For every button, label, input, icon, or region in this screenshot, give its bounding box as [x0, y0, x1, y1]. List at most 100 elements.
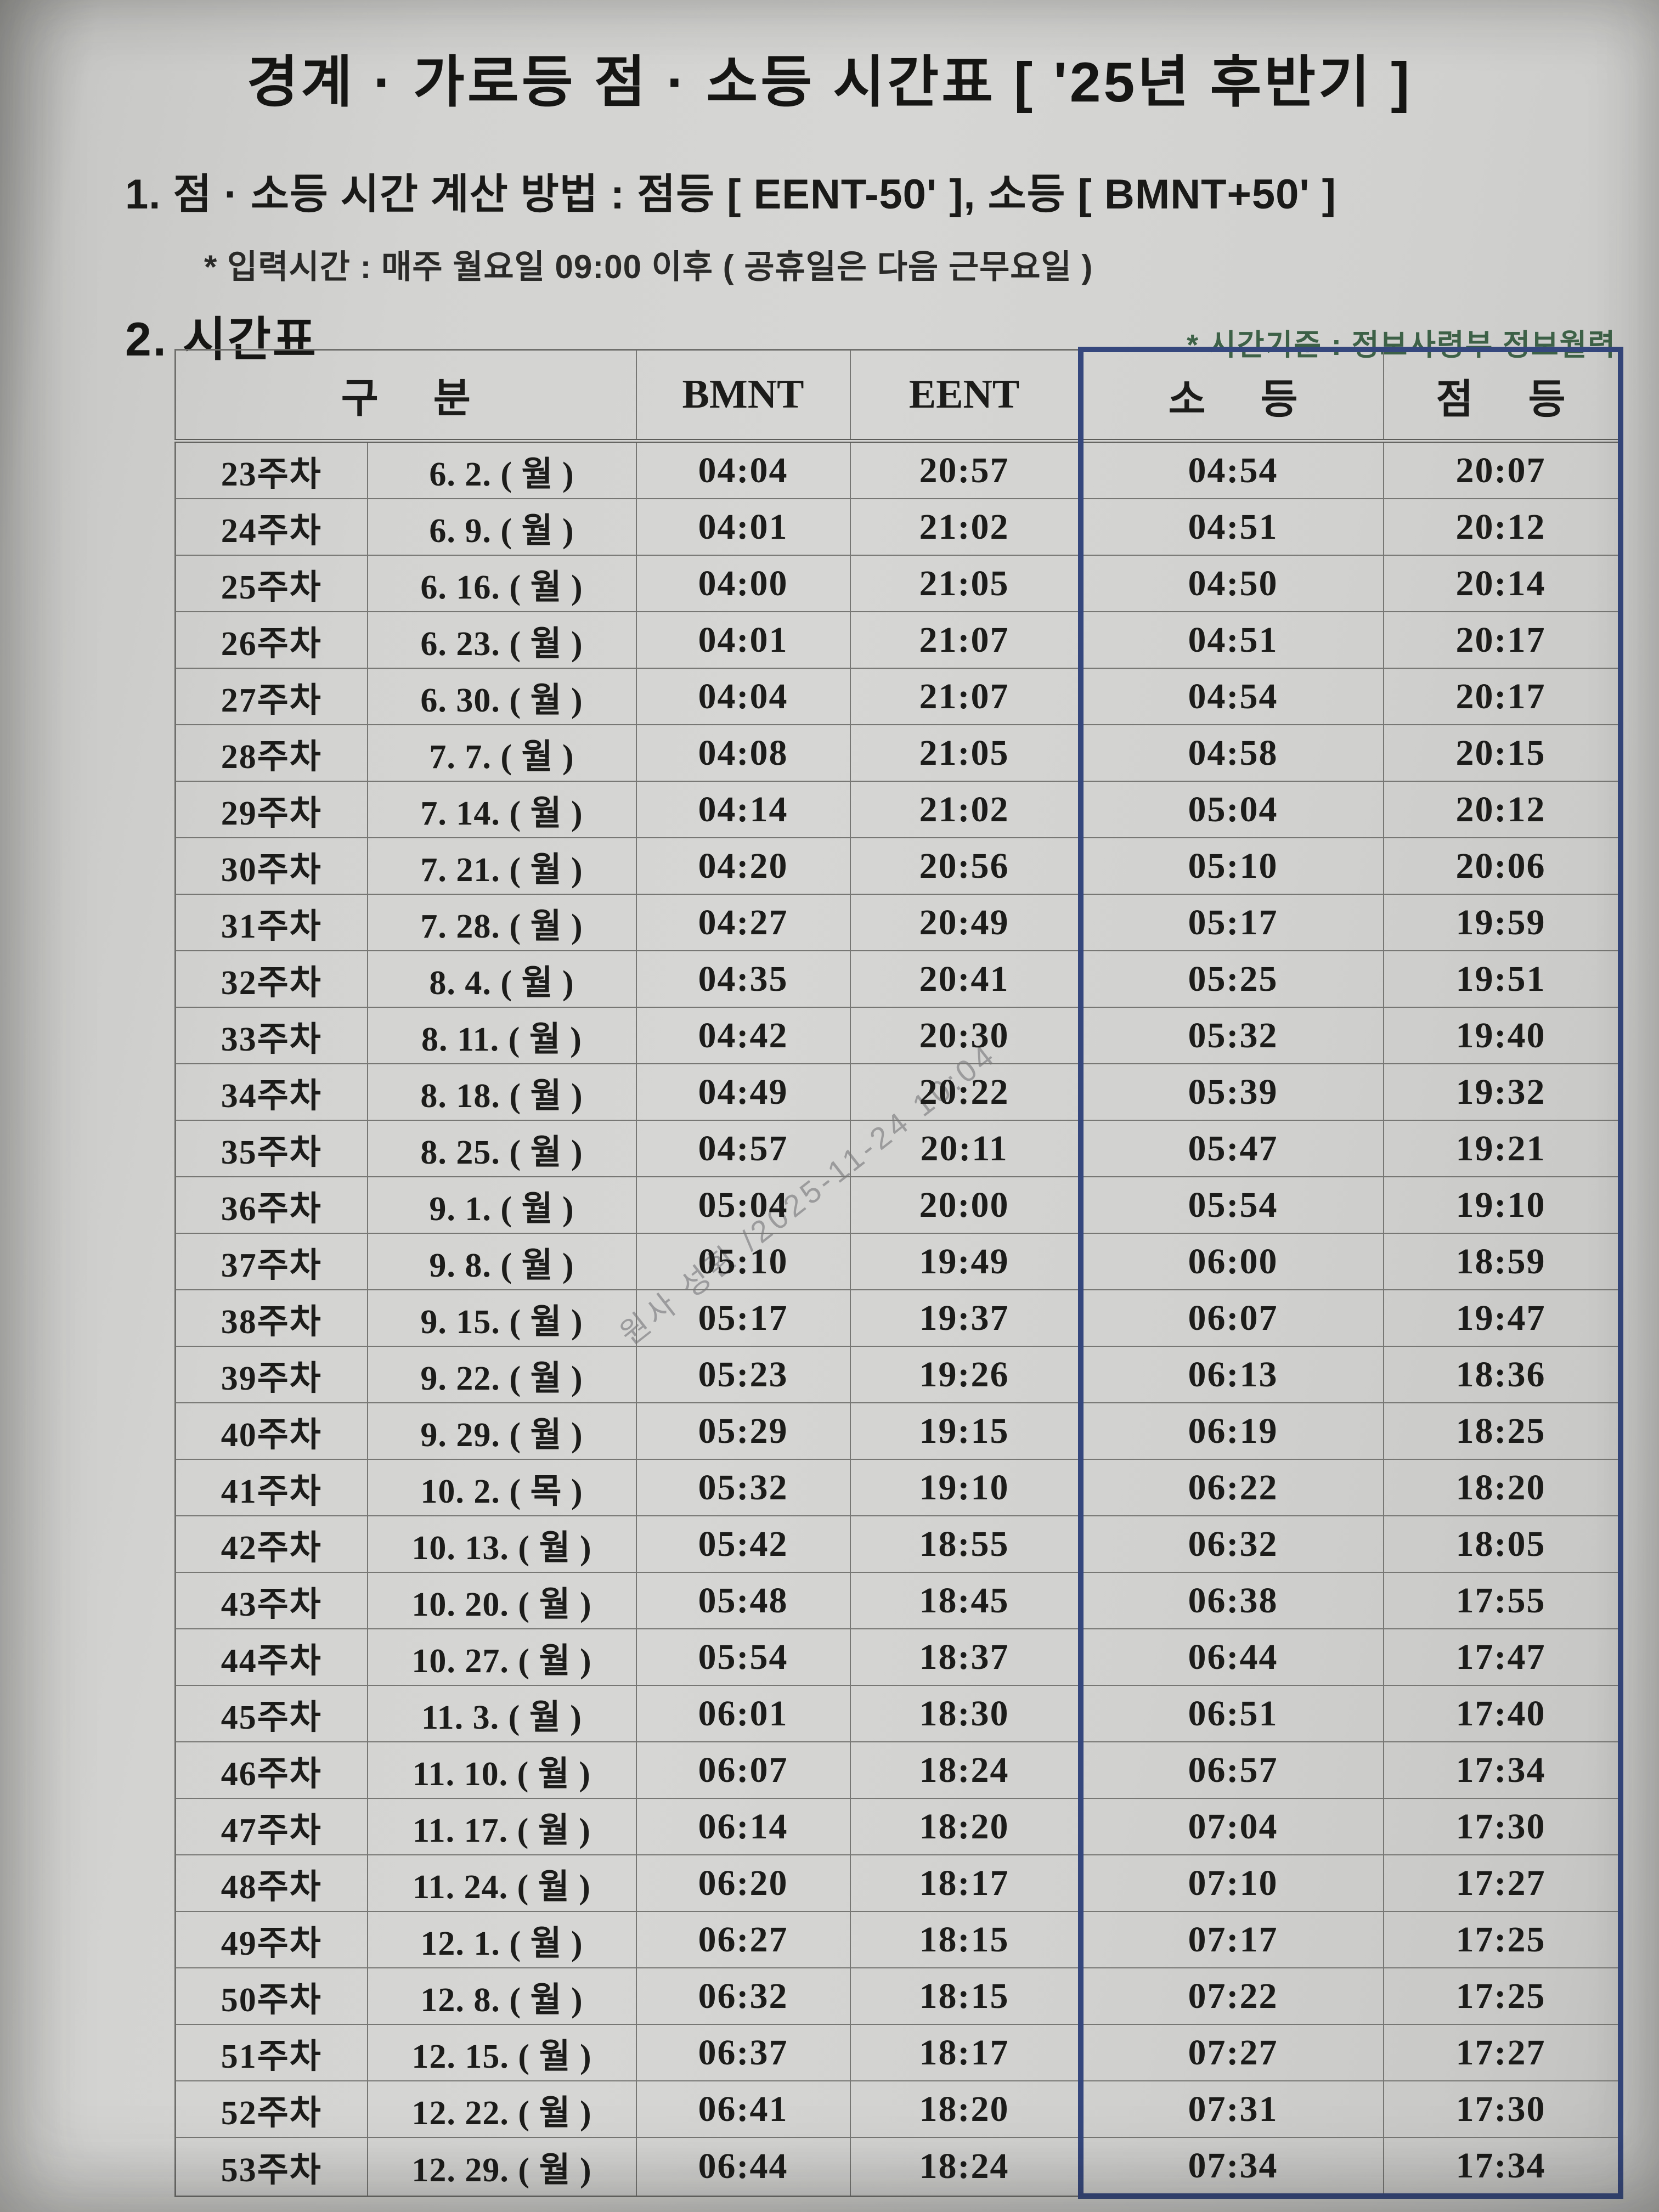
header-lights-off: 소 등: [1077, 347, 1384, 443]
cell-lights-off: 06:22: [1077, 1459, 1384, 1516]
cell-lights-on: 17:34: [1383, 1741, 1623, 1799]
timetable-sheet: 구 분 BMNT EENT 소 등 점 등 23주차 6. 2. ( 월 ) 0…: [174, 347, 1623, 2199]
table-row: 35주차 8. 25. ( 월 ) 04:57 20:11 05:47 19:2…: [174, 1120, 1623, 1177]
cell-date: 12. 1. ( 월 ): [366, 1911, 637, 1968]
cell-bmnt: 05:42: [635, 1515, 851, 1573]
header-lights-on: 점 등: [1383, 347, 1623, 443]
cell-week: 53주차: [174, 2137, 368, 2197]
cell-eent: 18:15: [849, 1911, 1081, 1968]
timetable: 구 분 BMNT EENT 소 등 점 등 23주차 6. 2. ( 월 ) 0…: [174, 347, 1623, 2199]
cell-eent: 18:55: [849, 1515, 1081, 1573]
cell-date: 7. 7. ( 월 ): [366, 724, 637, 782]
cell-lights-on: 18:25: [1383, 1402, 1623, 1460]
cell-date: 7. 28. ( 월 ): [366, 894, 637, 951]
cell-date: 11. 17. ( 월 ): [366, 1798, 637, 1855]
cell-bmnt: 05:04: [635, 1176, 851, 1234]
cell-date: 9. 1. ( 월 ): [366, 1176, 637, 1234]
cell-date: 12. 15. ( 월 ): [366, 2024, 637, 2081]
cell-lights-off: 06:13: [1077, 1346, 1384, 1403]
cell-week: 27주차: [174, 668, 368, 725]
cell-bmnt: 04:01: [635, 611, 851, 669]
cell-lights-off: 06:00: [1077, 1233, 1384, 1290]
cell-lights-on: 17:30: [1383, 1798, 1623, 1855]
cell-lights-off: 04:50: [1077, 555, 1384, 612]
cell-date: 10. 27. ( 월 ): [366, 1628, 637, 1686]
cell-week: 34주차: [174, 1063, 368, 1121]
cell-lights-on: 17:30: [1383, 2080, 1623, 2138]
cell-date: 6. 9. ( 월 ): [366, 498, 637, 556]
cell-lights-off: 04:51: [1077, 498, 1384, 556]
section1-heading: 1. 점 · 소등 시간 계산 방법 : 점등 [ EENT-50' ], 소등…: [125, 171, 1336, 218]
cell-week: 52주차: [174, 2080, 368, 2138]
cell-week: 45주차: [174, 1685, 368, 1742]
header-row: 구 분 BMNT EENT 소 등 점 등: [174, 347, 1623, 443]
cell-date: 8. 4. ( 월 ): [366, 950, 637, 1008]
table-row: 23주차 6. 2. ( 월 ) 04:04 20:57 04:54 20:07: [174, 440, 1623, 499]
cell-lights-on: 17:55: [1383, 1572, 1623, 1629]
cell-week: 41주차: [174, 1459, 368, 1516]
cell-eent: 18:20: [849, 2080, 1081, 2138]
cell-week: 32주차: [174, 950, 368, 1008]
table-row: 52주차 12. 22. ( 월 ) 06:41 18:20 07:31 17:…: [174, 2080, 1623, 2138]
cell-date: 8. 25. ( 월 ): [366, 1120, 637, 1177]
cell-lights-on: 17:25: [1383, 1967, 1623, 2025]
cell-week: 36주차: [174, 1176, 368, 1234]
table-row: 47주차 11. 17. ( 월 ) 06:14 18:20 07:04 17:…: [174, 1798, 1623, 1855]
cell-lights-on: 17:27: [1383, 2024, 1623, 2081]
cell-lights-on: 17:27: [1383, 1854, 1623, 1912]
cell-eent: 20:57: [849, 440, 1081, 499]
cell-lights-on: 19:51: [1383, 950, 1623, 1008]
cell-lights-on: 20:12: [1383, 498, 1623, 556]
cell-lights-on: 20:15: [1383, 724, 1623, 782]
cell-bmnt: 05:23: [635, 1346, 851, 1403]
table-row: 25주차 6. 16. ( 월 ) 04:00 21:05 04:50 20:1…: [174, 555, 1623, 612]
cell-lights-on: 17:25: [1383, 1911, 1623, 1968]
header-bmnt: BMNT: [635, 349, 851, 443]
cell-eent: 20:30: [849, 1007, 1081, 1064]
cell-lights-off: 07:34: [1077, 2137, 1384, 2199]
cell-eent: 19:15: [849, 1402, 1081, 1460]
cell-date: 6. 23. ( 월 ): [366, 611, 637, 669]
cell-week: 47주차: [174, 1798, 368, 1855]
cell-bmnt: 04:04: [635, 668, 851, 725]
cell-eent: 18:45: [849, 1572, 1081, 1629]
cell-eent: 20:11: [849, 1120, 1081, 1177]
cell-lights-off: 05:17: [1077, 894, 1384, 951]
cell-date: 8. 18. ( 월 ): [366, 1063, 637, 1121]
cell-week: 50주차: [174, 1967, 368, 2025]
cell-date: 9. 22. ( 월 ): [366, 1346, 637, 1403]
header-gubun: 구 분: [174, 349, 637, 443]
cell-lights-on: 20:14: [1383, 555, 1623, 612]
cell-bmnt: 06:27: [635, 1911, 851, 1968]
cell-lights-on: 17:47: [1383, 1628, 1623, 1686]
cell-bmnt: 04:14: [635, 781, 851, 838]
cell-date: 9. 15. ( 월 ): [366, 1289, 637, 1347]
cell-bmnt: 05:32: [635, 1459, 851, 1516]
cell-bmnt: 05:48: [635, 1572, 851, 1629]
cell-bmnt: 04:57: [635, 1120, 851, 1177]
table-row: 46주차 11. 10. ( 월 ) 06:07 18:24 06:57 17:…: [174, 1741, 1623, 1799]
cell-bmnt: 04:01: [635, 498, 851, 556]
cell-lights-off: 05:39: [1077, 1063, 1384, 1121]
cell-lights-off: 07:10: [1077, 1854, 1384, 1912]
document-title: 경계 · 가로등 점 · 소등 시간표 [ '25년 후반기 ]: [246, 51, 1413, 114]
cell-week: 26주차: [174, 611, 368, 669]
table-row: 30주차 7. 21. ( 월 ) 04:20 20:56 05:10 20:0…: [174, 837, 1623, 895]
cell-lights-off: 07:27: [1077, 2024, 1384, 2081]
cell-bmnt: 04:49: [635, 1063, 851, 1121]
cell-lights-off: 07:31: [1077, 2080, 1384, 2138]
cell-lights-off: 05:54: [1077, 1176, 1384, 1234]
cell-eent: 18:17: [849, 1854, 1081, 1912]
timetable-header: 구 분 BMNT EENT 소 등 점 등: [174, 347, 1623, 443]
cell-week: 42주차: [174, 1515, 368, 1573]
table-row: 38주차 9. 15. ( 월 ) 05:17 19:37 06:07 19:4…: [174, 1289, 1623, 1347]
cell-lights-off: 06:07: [1077, 1289, 1384, 1347]
cell-week: 40주차: [174, 1402, 368, 1460]
cell-date: 9. 29. ( 월 ): [366, 1402, 637, 1460]
header-eent: EENT: [849, 349, 1081, 443]
table-row: 50주차 12. 8. ( 월 ) 06:32 18:15 07:22 17:2…: [174, 1967, 1623, 2025]
cell-lights-off: 05:10: [1077, 837, 1384, 895]
cell-eent: 18:24: [849, 2137, 1081, 2197]
table-row: 39주차 9. 22. ( 월 ) 05:23 19:26 06:13 18:3…: [174, 1346, 1623, 1403]
cell-date: 6. 2. ( 월 ): [366, 440, 637, 499]
